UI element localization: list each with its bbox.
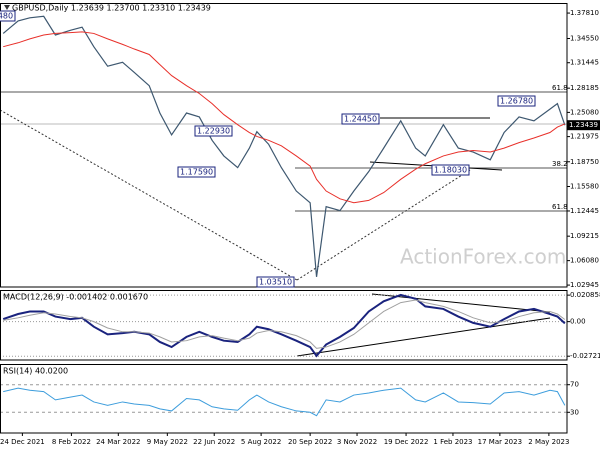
x-tick-label: 1 Feb 2023	[433, 438, 472, 446]
annotation: 1.37480	[0, 12, 13, 21]
x-tick-label: 20 Sep 2022	[288, 438, 332, 446]
annotation: 1.18030	[434, 166, 467, 175]
series-line	[2, 15, 566, 277]
series-line	[2, 293, 566, 358]
trend-line	[0, 109, 298, 281]
annotation-box	[341, 113, 380, 125]
rsi-title: RSI(14) 40.0200	[3, 367, 68, 376]
y-tick-label: 1.18750	[570, 158, 599, 166]
x-tick-label: 5 Aug 2022	[241, 438, 281, 446]
title-icon	[4, 5, 10, 10]
x-tick-label: 22 Jun 2022	[193, 438, 235, 446]
fib-label: 61.8	[552, 203, 568, 211]
annotation-box	[194, 125, 233, 137]
x-tick-label: 8 Feb 2022	[52, 438, 91, 446]
y-tick-label: 1.21975	[570, 133, 599, 141]
annotation-box	[431, 164, 470, 176]
y-tick-label: 1.15580	[570, 183, 599, 191]
y-tick-label: 30	[570, 408, 579, 416]
last-price-label: 1.23439	[569, 121, 598, 129]
y-tick-label: 1.06080	[570, 257, 599, 265]
x-tick-label: 9 May 2022	[147, 438, 188, 446]
plot	[2, 293, 566, 358]
plot	[3, 387, 566, 417]
annotation-box	[256, 276, 295, 288]
y-tick-label: 1.25080	[570, 108, 599, 116]
annotation: 1.24450	[344, 115, 377, 124]
annotation: 1.17590	[180, 168, 213, 177]
macd-trend-line	[296, 317, 551, 357]
y-tick-label: 1.34550	[570, 35, 599, 43]
y-tick-label: 0.00	[570, 318, 586, 326]
x-tick-label: 2 May 2023	[528, 438, 569, 446]
price-title: GBPUSD,Daily 1.23639 1.23700 1.23310 1.2…	[12, 4, 211, 13]
macd-panel	[0, 290, 568, 361]
macd-trend-line	[371, 293, 551, 313]
y-tick-label: 1.12445	[570, 207, 599, 215]
fib-label: 38.2	[552, 160, 568, 168]
plot	[2, 15, 566, 277]
annotation-box	[497, 95, 536, 107]
y-tick-label: 1.37810	[570, 9, 599, 17]
annotation-box	[177, 166, 216, 178]
y-tick-label: -0.027213	[570, 352, 600, 360]
y-tick-label: 1.31445	[570, 59, 599, 67]
x-tick-label: 24 Mar 2022	[96, 438, 140, 446]
y-tick-label: 1.09215	[570, 232, 599, 240]
series-line	[3, 31, 566, 204]
watermark: ActionForex.com	[400, 245, 566, 269]
annotation: 1.22930	[197, 127, 230, 136]
x-tick-label: 17 Mar 2023	[478, 438, 522, 446]
last-price-box	[567, 120, 600, 131]
annotation: 1.03510	[259, 278, 292, 287]
series-line	[3, 387, 566, 417]
y-tick-label: 1.02945	[570, 281, 599, 289]
x-tick-label: 3 Nov 2022	[337, 438, 377, 446]
rsi-panel	[0, 364, 568, 434]
annotation: 1.26780	[500, 97, 533, 106]
series-line	[3, 299, 566, 349]
y-tick-label: 70	[570, 381, 579, 389]
y-tick-label: 1.28185	[570, 84, 599, 92]
x-tick-label: 24 Dec 2021	[0, 438, 45, 446]
annotation-box	[0, 10, 16, 22]
macd-title: MACD(12,26,9) -0.001402 0.001670	[3, 293, 148, 302]
fib-label: 61.8	[552, 84, 568, 92]
y-tick-label: 0.020858	[570, 291, 600, 299]
x-tick-label: 19 Dec 2022	[384, 438, 429, 446]
